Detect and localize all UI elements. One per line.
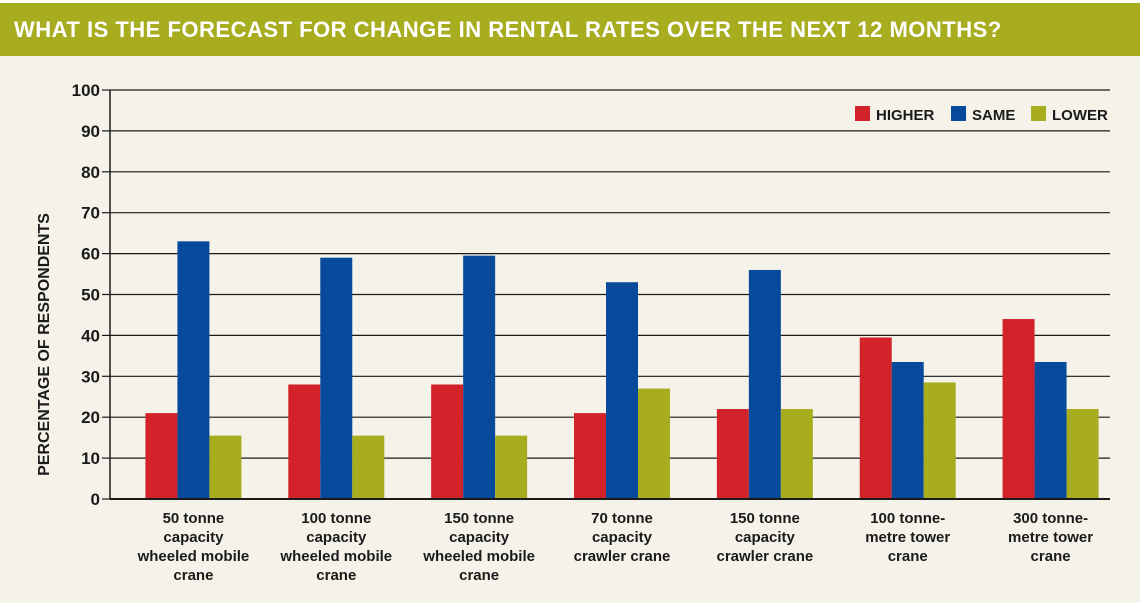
bar-same — [177, 241, 210, 499]
bars — [145, 241, 1099, 499]
legend-label-higher: HIGHER — [876, 107, 935, 124]
y-tick-label: 100 — [72, 81, 100, 100]
chart-title: WHAT IS THE FORECAST FOR CHANGE IN RENTA… — [14, 17, 1002, 42]
bar-same — [320, 257, 353, 499]
bar-lower — [1066, 409, 1099, 499]
bar-higher — [431, 384, 464, 499]
legend-swatch-same — [951, 106, 966, 121]
x-category-label: 50 tonne capacity wheeled mobile crane — [137, 510, 250, 584]
x-category-label: 300 tonne-metre tower crane — [1008, 510, 1093, 565]
bar-higher — [288, 384, 321, 499]
y-tick-label: 80 — [81, 163, 100, 182]
bar-same — [606, 282, 638, 499]
labels: 0 10 20 30 40 50 60 70 80 90 100 PERCENTAGE OF RESP… — [36, 81, 1093, 584]
bar-lower — [495, 435, 528, 499]
bar-higher — [716, 409, 749, 499]
bar-lower — [638, 388, 670, 499]
y-axis-title: PERCENTAGE OF RESPONDENTS — [36, 213, 53, 476]
bar-higher — [1002, 319, 1035, 499]
bar-same — [463, 255, 496, 499]
bar-lower — [780, 409, 813, 499]
bar-higher — [145, 413, 178, 499]
legend: HIGHER SAME LOWER — [855, 106, 1108, 124]
bar-higher — [859, 337, 892, 499]
y-tick-label: 20 — [81, 408, 100, 427]
y-tick-label: 10 — [81, 449, 100, 468]
y-tick-label: 30 — [81, 367, 100, 386]
bar-lower — [352, 435, 385, 499]
bar-higher — [574, 413, 606, 499]
legend-label-same: SAME — [972, 107, 1015, 124]
title-bar: WHAT IS THE FORECAST FOR CHANGE IN RENTA… — [0, 0, 1140, 56]
axes — [102, 89, 1110, 500]
bar-same — [748, 269, 781, 499]
x-category-label: 70 tonne capacity crawler crane — [574, 510, 671, 565]
bar-same — [891, 361, 924, 499]
y-tick-label: 90 — [81, 122, 100, 141]
legend-label-lower: LOWER — [1052, 107, 1108, 124]
legend-swatch-lower — [1031, 106, 1046, 121]
x-category-label: 150 tonne capacity crawler crane — [716, 510, 813, 565]
y-tick-label: 40 — [81, 326, 100, 345]
x-category-label: 100 tonne-metre tower crane — [865, 510, 950, 565]
x-category-label: 100 tonne capacity wheeled mobile crane — [279, 510, 392, 584]
bar-lower — [923, 382, 956, 499]
y-tick-label: 60 — [81, 245, 100, 264]
y-tick-label: 70 — [81, 204, 100, 223]
bar-chart: 0 10 20 30 40 50 60 70 80 90 100 PERCENTAGE OF RESP… — [36, 81, 1110, 584]
bar-lower — [209, 435, 242, 499]
legend-swatch-higher — [855, 106, 870, 121]
y-tick-label: 0 — [91, 490, 100, 509]
y-tick-label: 50 — [81, 286, 100, 305]
bar-same — [1034, 361, 1067, 499]
x-category-label: 150 tonne capacity wheeled mobile crane — [422, 510, 535, 584]
